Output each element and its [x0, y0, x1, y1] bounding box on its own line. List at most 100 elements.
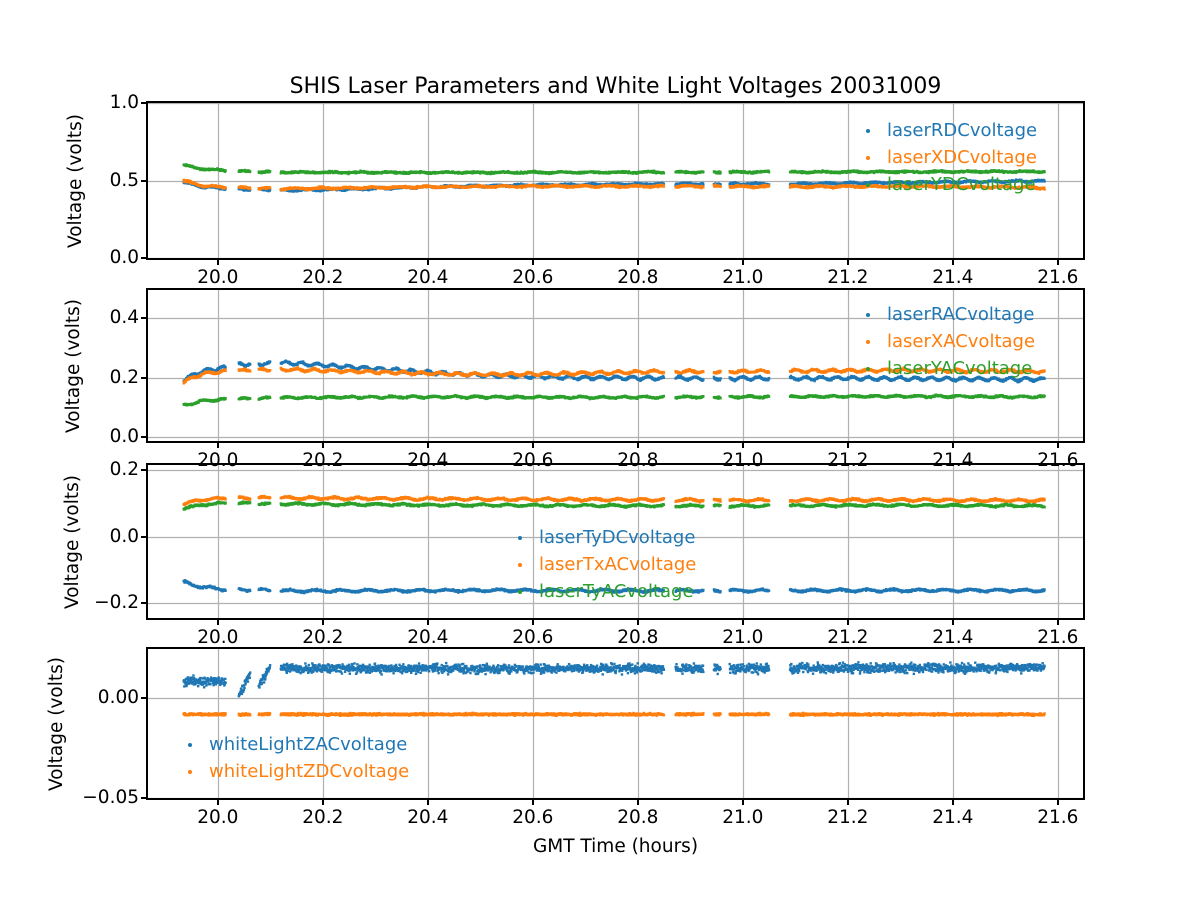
y-tick-mark: [141, 697, 146, 699]
y-tick-mark: [141, 317, 146, 320]
subplot-3: laserTyDCvoltage laserTxACvoltage laserTyA…: [146, 463, 1085, 620]
legend-marker-icon: [518, 563, 522, 567]
x-tick-label: 20.6: [512, 267, 554, 288]
x-tick-label: 20.6: [512, 627, 554, 648]
legend-label: laserRACvoltage: [887, 304, 1035, 325]
legend-label: laserTyACvoltage: [539, 581, 694, 602]
x-tick-label: 21.6: [1037, 450, 1079, 471]
x-tick-label: 20.0: [197, 807, 239, 828]
x-tick-label: 21.2: [827, 807, 869, 828]
x-tick-mark: [846, 800, 849, 805]
legend-entry: laserTyDCvoltage: [518, 527, 696, 549]
x-tick-mark: [741, 260, 744, 265]
x-tick-label: 21.0: [722, 267, 764, 288]
legend-label: laserTyDCvoltage: [539, 527, 696, 548]
subplot-3-canvas: [148, 465, 1083, 618]
legend-label: whiteLightZDCvoltage: [209, 761, 410, 782]
x-tick-mark: [1056, 260, 1059, 265]
legend-marker-icon: [866, 313, 870, 317]
legend-entry: laserXDCvoltage: [866, 147, 1037, 169]
legend: whiteLightZACvoltage whiteLightZDCvoltage: [188, 734, 409, 788]
y-tick-mark: [141, 102, 146, 104]
x-tick-label: 20.4: [407, 450, 449, 471]
y-tick-mark: [141, 179, 146, 182]
x-tick-mark: [1056, 443, 1059, 448]
x-tick-label: 20.0: [197, 627, 239, 648]
subplot-4: whiteLightZACvoltage whiteLightZDCvoltage: [146, 647, 1085, 800]
x-tick-label: 20.2: [302, 627, 344, 648]
x-tick-mark: [846, 443, 849, 448]
legend-entry: laserTyACvoltage: [518, 581, 696, 603]
x-tick-label: 20.4: [407, 267, 449, 288]
y-axis-label: Voltage (volts): [46, 656, 67, 791]
x-tick-mark: [531, 800, 534, 805]
x-tick-mark: [1056, 620, 1059, 625]
legend: laserRACvoltage laserXACvoltage laserYACvo…: [866, 304, 1035, 385]
x-tick-mark: [321, 620, 324, 625]
legend-entry: laserRACvoltage: [866, 304, 1035, 326]
x-tick-mark: [741, 800, 744, 805]
x-tick-label: 21.6: [1037, 267, 1079, 288]
legend-label: laserRDCvoltage: [887, 120, 1038, 141]
x-tick-mark: [951, 443, 954, 448]
legend-label: whiteLightZACvoltage: [209, 734, 408, 755]
subplot-4-canvas: [148, 649, 1083, 798]
x-tick-label: 21.4: [932, 267, 974, 288]
x-tick-mark: [216, 620, 219, 625]
legend-marker-icon: [866, 367, 870, 371]
x-tick-mark: [1056, 800, 1059, 805]
x-tick-label: 20.4: [407, 627, 449, 648]
y-tick-label: 1.0: [109, 92, 139, 113]
x-tick-mark: [321, 443, 324, 448]
legend-entry: laserTxACvoltage: [518, 554, 696, 576]
x-tick-mark: [216, 800, 219, 805]
x-tick-mark: [531, 443, 534, 448]
legend-entry: laserYACvoltage: [866, 358, 1035, 380]
legend-marker-icon: [866, 156, 870, 160]
x-tick-label: 20.8: [617, 807, 659, 828]
x-tick-label: 20.0: [197, 450, 239, 471]
x-tick-mark: [216, 443, 219, 448]
y-tick-label: 0.2: [109, 366, 139, 388]
y-tick-mark: [141, 376, 146, 379]
x-tick-label: 21.2: [827, 627, 869, 648]
x-tick-label: 20.4: [407, 807, 449, 828]
legend-entry: laserRDCvoltage: [866, 120, 1037, 142]
x-tick-mark: [636, 260, 639, 265]
x-tick-mark: [741, 620, 744, 625]
y-tick-label: 0.0: [109, 426, 139, 448]
x-tick-mark: [426, 443, 429, 448]
y-tick-label: −0.05: [82, 787, 139, 808]
x-tick-mark: [426, 620, 429, 625]
x-tick-label: 20.2: [302, 450, 344, 471]
x-tick-label: 21.6: [1037, 807, 1079, 828]
y-tick-label: 0.2: [109, 458, 139, 480]
x-tick-mark: [216, 260, 219, 265]
x-tick-label: 20.6: [512, 450, 554, 471]
subplot-2: laserRACvoltage laserXACvoltage laserYACvo…: [146, 288, 1085, 443]
x-tick-label: 21.2: [827, 267, 869, 288]
x-tick-mark: [846, 620, 849, 625]
x-tick-mark: [636, 800, 639, 805]
legend-marker-icon: [518, 536, 522, 540]
legend-marker-icon: [866, 340, 870, 344]
x-tick-label: 21.4: [932, 450, 974, 471]
y-tick-label: 0.4: [109, 307, 139, 329]
legend-label: laserXACvoltage: [887, 331, 1036, 352]
legend: laserTyDCvoltage laserTxACvoltage laserTyA…: [518, 527, 696, 608]
y-tick-label: 0.5: [109, 169, 139, 191]
x-tick-mark: [531, 620, 534, 625]
x-tick-label: 21.2: [827, 450, 869, 471]
y-tick-mark: [141, 535, 146, 538]
x-tick-label: 21.6: [1037, 627, 1079, 648]
x-tick-label: 21.0: [722, 450, 764, 471]
x-tick-label: 20.2: [302, 807, 344, 828]
x-tick-mark: [321, 260, 324, 265]
y-tick-mark: [141, 468, 146, 471]
y-tick-label: 0.0: [109, 247, 139, 268]
subplot-2-canvas: [148, 290, 1083, 441]
x-tick-label: 21.0: [722, 627, 764, 648]
x-tick-mark: [426, 800, 429, 805]
x-tick-label: 20.6: [512, 807, 554, 828]
y-tick-mark: [141, 257, 146, 259]
